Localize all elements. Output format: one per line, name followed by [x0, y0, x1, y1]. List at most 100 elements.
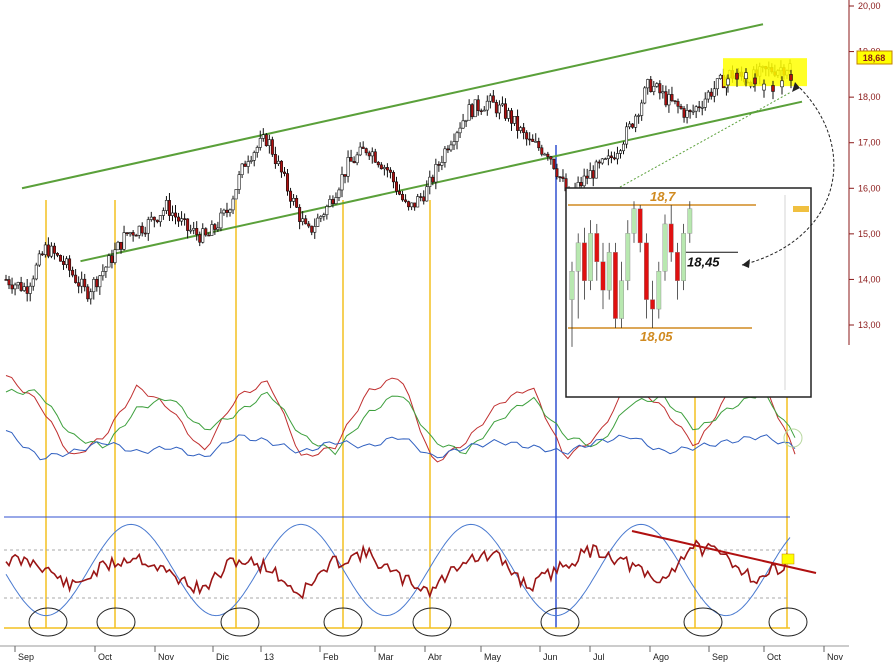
- inset-price-marker: [793, 206, 809, 212]
- last-price-box: [856, 50, 893, 65]
- candle-body: [437, 164, 441, 166]
- price-tick-label: 20,00: [858, 1, 881, 11]
- candle-body: [255, 147, 259, 153]
- candle-body: [349, 157, 353, 162]
- candle-body: [609, 155, 613, 159]
- x-month-label: Oct: [767, 652, 782, 662]
- oscillator-1-series: [5, 375, 796, 463]
- candle-body: [552, 158, 556, 169]
- candle-body: [134, 234, 138, 237]
- candle-body: [295, 198, 299, 208]
- candle-body: [343, 174, 347, 177]
- cycle-trough-ellipse: [768, 607, 808, 637]
- candle-body: [600, 158, 604, 164]
- candle-body: [612, 157, 616, 160]
- x-month-label: 13: [264, 652, 274, 662]
- candle-body: [506, 110, 510, 119]
- candle-body: [313, 226, 317, 233]
- candle-body: [703, 98, 707, 108]
- candle-body: [385, 167, 389, 171]
- candle-body: [673, 100, 677, 102]
- candle-body: [688, 110, 692, 112]
- candle-body: [401, 193, 405, 201]
- candle-body: [116, 241, 120, 251]
- candle-body: [404, 199, 408, 202]
- inset-candle-body: [619, 280, 625, 319]
- candle-body: [446, 148, 450, 151]
- candle-body: [771, 85, 775, 92]
- candle-body: [68, 258, 72, 271]
- candle-body: [46, 244, 50, 257]
- candle-body: [425, 186, 429, 202]
- candle-body: [337, 189, 341, 198]
- candle-body: [534, 141, 538, 143]
- candle-body: [735, 72, 739, 80]
- candle-body: [531, 138, 535, 142]
- candle-body: [289, 190, 293, 202]
- oscillator-2-red-series: [5, 539, 791, 600]
- candle-body: [180, 218, 184, 222]
- candle-body: [443, 148, 447, 163]
- candle-body: [310, 225, 314, 233]
- candle-body: [352, 161, 356, 164]
- candle-body: [292, 198, 296, 202]
- candle-body: [89, 291, 93, 300]
- candle-body: [183, 218, 187, 220]
- x-month-label: Feb: [323, 652, 339, 662]
- candle-body: [391, 172, 395, 183]
- candle-body: [497, 104, 501, 114]
- inset-candle-body: [569, 271, 575, 300]
- inset-resistance-label: 18,7: [650, 189, 676, 204]
- candle-body: [331, 199, 335, 205]
- candle-body: [177, 216, 181, 222]
- candle-body: [22, 286, 26, 291]
- candle-body: [101, 271, 105, 277]
- inset-candle-body: [594, 233, 600, 262]
- candle-body: [37, 253, 41, 266]
- candle-body: [676, 101, 680, 107]
- candle-body: [370, 151, 374, 157]
- candle-body: [473, 99, 477, 118]
- candle-body: [413, 202, 417, 208]
- candle-body: [240, 163, 244, 176]
- price-tick-label: 14,00: [858, 274, 881, 284]
- x-month-label: May: [484, 652, 502, 662]
- inset-candle-body: [687, 208, 693, 234]
- candle-body: [80, 278, 84, 287]
- candle-body: [319, 216, 323, 219]
- candle-body: [304, 218, 308, 225]
- candle-body: [753, 77, 757, 85]
- x-month-label: Jun: [543, 652, 558, 662]
- cycle-trough-ellipse: [683, 607, 723, 637]
- candle-body: [28, 285, 32, 294]
- candle-body: [325, 206, 329, 216]
- price-tick-label: 13,00: [858, 320, 881, 330]
- candle-body: [213, 224, 217, 230]
- candle-body: [207, 234, 211, 237]
- candle-body: [307, 223, 311, 227]
- candle-body: [649, 79, 653, 92]
- inset-support-label: 18,05: [640, 329, 673, 344]
- candle-body: [410, 202, 414, 208]
- candle-body: [122, 232, 126, 250]
- candle-body: [706, 91, 710, 100]
- cycle-trough-ellipse: [28, 607, 68, 637]
- x-month-label: Abr: [428, 652, 442, 662]
- candle-body: [367, 152, 371, 157]
- candle-body: [170, 212, 174, 216]
- candle-body: [195, 228, 199, 235]
- candle-body: [549, 156, 553, 160]
- inset-candle-body: [631, 208, 637, 234]
- candle-body: [434, 164, 438, 183]
- candle-body: [322, 214, 326, 217]
- oscillator-1-circle: [783, 428, 803, 448]
- candle-body: [555, 168, 559, 178]
- candle-body: [643, 87, 647, 104]
- candle-body: [591, 170, 595, 179]
- candle-body: [107, 255, 111, 268]
- candle-body: [340, 174, 344, 191]
- candle-body: [491, 95, 495, 103]
- candle-body: [482, 109, 486, 112]
- candle-body: [234, 189, 238, 200]
